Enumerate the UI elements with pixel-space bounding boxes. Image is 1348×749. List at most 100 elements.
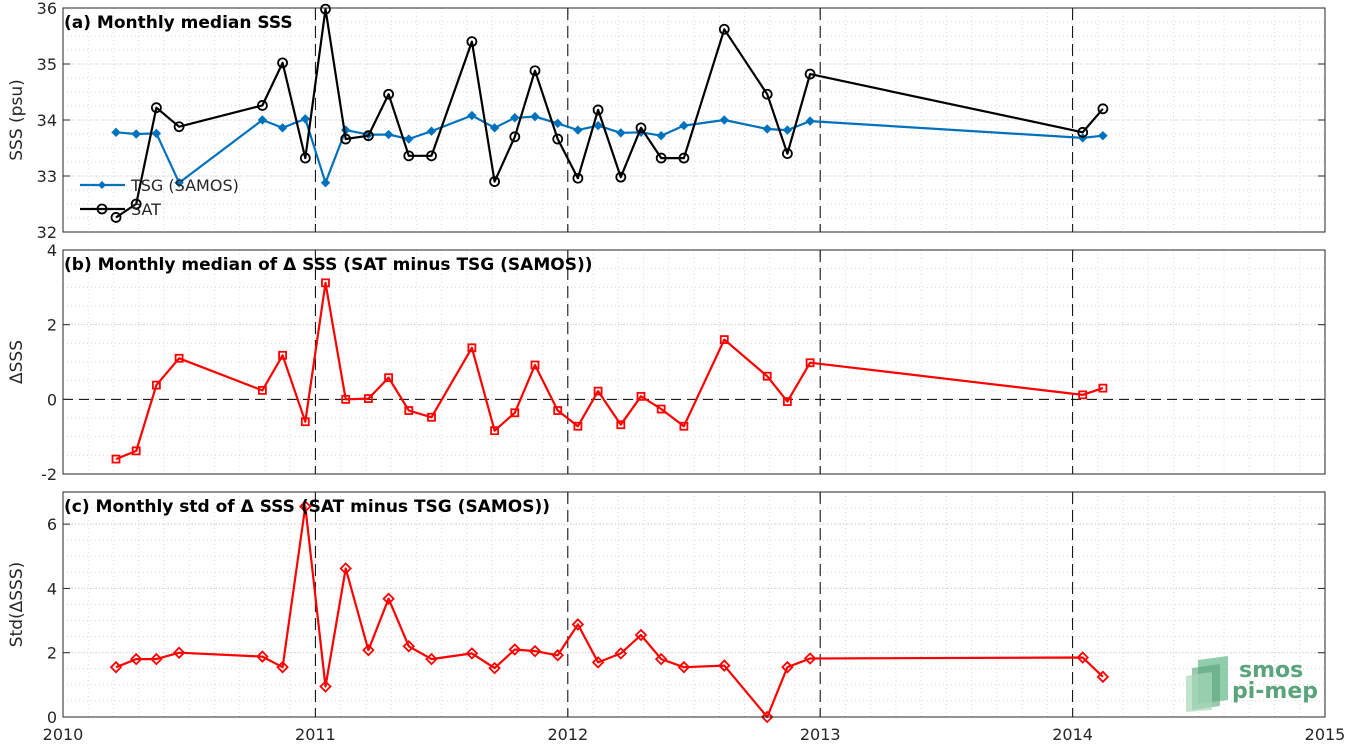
data-point	[320, 178, 331, 188]
data-point	[573, 125, 583, 135]
data-point	[1078, 390, 1088, 400]
legend-label: SAT	[131, 200, 161, 219]
data-point	[299, 152, 311, 164]
data-point	[300, 417, 310, 427]
series-line	[115, 281, 1104, 461]
data-point	[1098, 383, 1108, 393]
data-point	[762, 371, 772, 381]
data-point	[320, 3, 331, 15]
data-point	[1077, 126, 1089, 138]
data-point	[528, 644, 542, 658]
panel-title: (a) Monthly median SSS	[64, 13, 293, 33]
data-point	[804, 68, 816, 80]
y-tick-label: 32	[37, 223, 57, 242]
x-tick-label: 2012	[547, 725, 588, 744]
y-tick-label: 0	[47, 390, 57, 409]
y-axis-label: ΔSSS	[7, 340, 27, 384]
data-point	[635, 122, 647, 134]
data-point	[781, 660, 794, 674]
y-axis-label: Std(ΔSSS)	[7, 562, 27, 648]
data-point	[403, 150, 415, 162]
data-point	[489, 123, 500, 133]
data-point	[256, 650, 269, 663]
series-line	[115, 8, 1104, 219]
data-point	[426, 150, 437, 162]
data-point	[111, 127, 121, 138]
y-tick-label: 6	[47, 515, 57, 534]
data-point	[467, 110, 477, 121]
panel-b: -2 0 2 4 ΔSSS (b) Monthly median of Δ SSS (SA…	[7, 241, 1326, 484]
legend-marker	[98, 181, 106, 189]
data-point	[341, 394, 351, 404]
axes-box	[62, 491, 1326, 718]
data-point	[425, 652, 438, 666]
y-tick-label: 35	[37, 55, 57, 74]
data-point	[150, 102, 162, 114]
data-point	[466, 36, 478, 47]
data-point	[150, 652, 163, 666]
data-point	[636, 391, 646, 401]
series-tsg-samos	[111, 110, 1108, 188]
data-point	[718, 23, 730, 35]
data-point	[718, 659, 731, 672]
y-tick-label: 36	[37, 0, 57, 18]
data-point	[109, 660, 123, 674]
series-b-0	[111, 278, 1108, 464]
x-tick-label: 2014	[1052, 725, 1093, 744]
data-point	[364, 394, 373, 403]
data-point	[719, 115, 729, 125]
data-point	[404, 406, 414, 415]
data-point	[129, 652, 143, 666]
panel-title: (b) Monthly median of Δ SSS (SAT minus T…	[64, 255, 593, 275]
data-point	[616, 128, 626, 138]
data-point	[321, 278, 330, 288]
legend: TSG (SAMOS) SAT	[80, 176, 239, 219]
data-point	[571, 618, 585, 631]
data-point	[174, 353, 184, 363]
data-point	[679, 120, 689, 131]
data-point	[656, 404, 666, 414]
data-point	[593, 120, 603, 131]
data-point	[803, 652, 817, 665]
logo-line1: smos	[1239, 658, 1303, 683]
data-point	[277, 123, 288, 133]
data-point	[1076, 651, 1089, 664]
data-point	[299, 500, 312, 513]
data-point	[552, 118, 563, 129]
y-tick-label: 34	[37, 111, 57, 130]
data-point	[276, 660, 289, 674]
data-point	[761, 88, 773, 100]
data-point	[404, 134, 414, 144]
data-point	[573, 421, 583, 431]
data-point	[340, 133, 352, 145]
y-tick-label: 33	[37, 167, 57, 186]
data-point	[509, 131, 521, 143]
data-point	[130, 198, 142, 210]
y-tick-label: 4	[47, 241, 57, 260]
data-point	[131, 446, 141, 456]
data-point	[679, 421, 689, 431]
legend-marker	[96, 203, 108, 215]
y-tick-label: 0	[47, 708, 57, 727]
x-tick-label: 2015	[1305, 725, 1346, 744]
data-point	[530, 111, 540, 122]
x-tick-label: 2010	[43, 725, 84, 744]
data-point	[383, 129, 394, 140]
data-point	[256, 100, 268, 111]
data-point	[529, 65, 541, 77]
data-point	[1098, 130, 1108, 141]
data-point	[616, 420, 626, 430]
data-point	[278, 350, 287, 360]
data-point	[593, 386, 603, 396]
data-point	[362, 643, 375, 657]
data-point	[634, 628, 648, 642]
data-point	[591, 656, 605, 669]
data-point	[427, 412, 436, 422]
panel-a: 32 33 34 35 36 SSS (psu) (a) Monthly median SS…	[7, 0, 1326, 242]
data-point	[781, 148, 793, 160]
data-point	[465, 647, 479, 660]
data-point	[174, 178, 184, 188]
data-point	[654, 652, 668, 666]
data-point	[319, 680, 332, 693]
